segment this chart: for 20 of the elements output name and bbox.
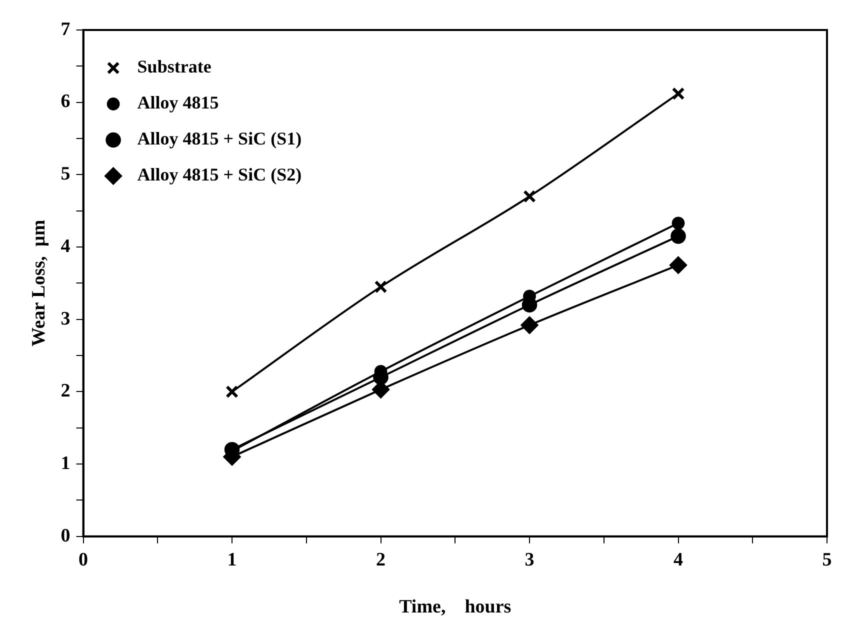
x-tick-label: 0 — [78, 550, 88, 571]
x-tick-label: 4 — [674, 550, 684, 571]
x-axis-title: Time, hours — [399, 596, 512, 618]
legend-label: Substrate — [137, 56, 212, 77]
y-axis-title: Wear Loss, µm — [28, 220, 50, 347]
y-tick-label: 6 — [60, 91, 70, 112]
x-tick-label: 1 — [227, 550, 237, 571]
y-tick-label: 4 — [60, 236, 71, 257]
legend-label: Alloy 4815 + SiC (S1) — [137, 128, 302, 149]
y-tick-label: 3 — [60, 308, 70, 330]
legend-label: Alloy 4815 + SiC (S2) — [137, 164, 302, 185]
y-tick-label: 2 — [60, 380, 70, 402]
y-tick-label: 0 — [60, 525, 70, 546]
legend-label: Alloy 4815 — [137, 92, 219, 113]
y-tick-label: 1 — [60, 452, 70, 474]
x-tick-label: 3 — [524, 550, 534, 571]
x-tick-label: 5 — [822, 550, 832, 571]
y-tick-label: 5 — [60, 164, 70, 185]
y-tick-label: 7 — [60, 18, 71, 40]
x-tick-label: 2 — [376, 550, 386, 571]
